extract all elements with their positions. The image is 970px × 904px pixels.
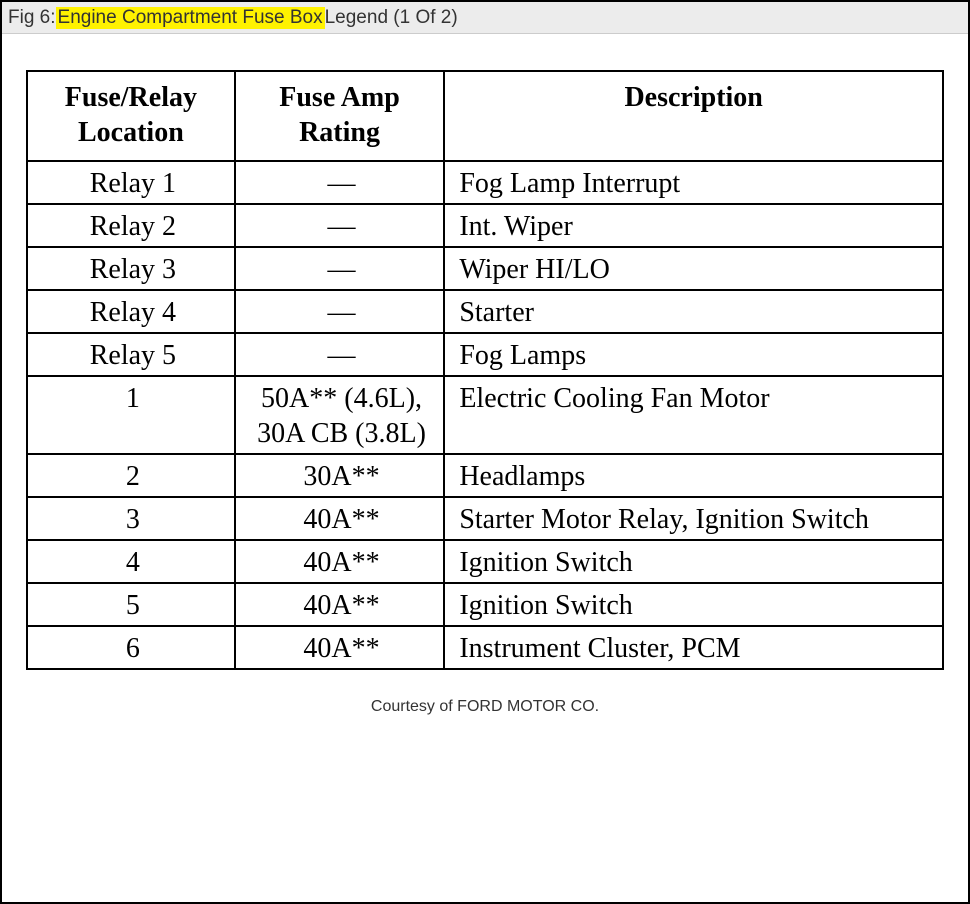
- col-header-description: Description: [444, 71, 943, 161]
- cell-location: Relay 1: [27, 161, 235, 204]
- cell-amp: 40A**: [235, 626, 445, 669]
- table-row: 5 40A** Ignition Switch: [27, 583, 943, 626]
- content-area: Fuse/Relay Location Fuse Amp Rating Desc…: [2, 34, 968, 716]
- col-header-text: Location: [78, 117, 184, 148]
- title-bar: Fig 6: Engine Compartment Fuse Box Legen…: [2, 2, 968, 34]
- cell-amp: 40A**: [235, 583, 445, 626]
- title-prefix: Fig 6:: [8, 7, 56, 29]
- cell-description: Starter: [444, 290, 943, 333]
- cell-amp: 40A**: [235, 497, 445, 540]
- cell-location: Relay 5: [27, 333, 235, 376]
- col-header-text: Fuse Amp: [279, 82, 400, 113]
- cell-description: Headlamps: [444, 454, 943, 497]
- col-header-amp: Fuse Amp Rating: [235, 71, 445, 161]
- title-suffix: Legend (1 Of 2): [325, 7, 458, 29]
- cell-amp: —: [235, 333, 445, 376]
- col-header-text: Rating: [299, 117, 380, 148]
- table-row: Relay 5 — Fog Lamps: [27, 333, 943, 376]
- cell-description: Int. Wiper: [444, 204, 943, 247]
- cell-description: Ignition Switch: [444, 540, 943, 583]
- cell-amp: 30A**: [235, 454, 445, 497]
- table-row: Relay 4 — Starter: [27, 290, 943, 333]
- cell-amp: —: [235, 161, 445, 204]
- cell-location: 6: [27, 626, 235, 669]
- table-row: 3 40A** Starter Motor Relay, Ignition Sw…: [27, 497, 943, 540]
- cell-amp: —: [235, 204, 445, 247]
- table-row: 1 50A** (4.6L), 30A CB (3.8L) Electric C…: [27, 376, 943, 454]
- table-row: 6 40A** Instrument Cluster, PCM: [27, 626, 943, 669]
- cell-location: 4: [27, 540, 235, 583]
- cell-location: 1: [27, 376, 235, 454]
- cell-description: Ignition Switch: [444, 583, 943, 626]
- courtesy-line: Courtesy of FORD MOTOR CO.: [26, 698, 944, 716]
- fuse-table: Fuse/Relay Location Fuse Amp Rating Desc…: [26, 70, 944, 670]
- cell-location: 5: [27, 583, 235, 626]
- table-header-row: Fuse/Relay Location Fuse Amp Rating Desc…: [27, 71, 943, 161]
- cell-description: Fog Lamps: [444, 333, 943, 376]
- table-row: Relay 1 — Fog Lamp Interrupt: [27, 161, 943, 204]
- cell-location: Relay 3: [27, 247, 235, 290]
- cell-description: Instrument Cluster, PCM: [444, 626, 943, 669]
- table-row: Relay 2 — Int. Wiper: [27, 204, 943, 247]
- cell-description: Wiper HI/LO: [444, 247, 943, 290]
- cell-description: Starter Motor Relay, Ignition Switch: [444, 497, 943, 540]
- table-row: Relay 3 — Wiper HI/LO: [27, 247, 943, 290]
- table-body: Relay 1 — Fog Lamp Interrupt Relay 2 — I…: [27, 161, 943, 669]
- cell-description: Fog Lamp Interrupt: [444, 161, 943, 204]
- cell-amp: 50A** (4.6L), 30A CB (3.8L): [235, 376, 445, 454]
- cell-amp: 40A**: [235, 540, 445, 583]
- col-header-location: Fuse/Relay Location: [27, 71, 235, 161]
- cell-location: 2: [27, 454, 235, 497]
- cell-location: 3: [27, 497, 235, 540]
- cell-amp: —: [235, 290, 445, 333]
- document-frame: Fig 6: Engine Compartment Fuse Box Legen…: [0, 0, 970, 904]
- cell-amp: —: [235, 247, 445, 290]
- title-highlight: Engine Compartment Fuse Box: [56, 7, 325, 29]
- cell-location: Relay 4: [27, 290, 235, 333]
- table-row: 4 40A** Ignition Switch: [27, 540, 943, 583]
- cell-description: Electric Cooling Fan Motor: [444, 376, 943, 454]
- cell-location: Relay 2: [27, 204, 235, 247]
- col-header-text: Fuse/Relay: [65, 82, 197, 113]
- col-header-text: Description: [624, 82, 762, 113]
- table-row: 2 30A** Headlamps: [27, 454, 943, 497]
